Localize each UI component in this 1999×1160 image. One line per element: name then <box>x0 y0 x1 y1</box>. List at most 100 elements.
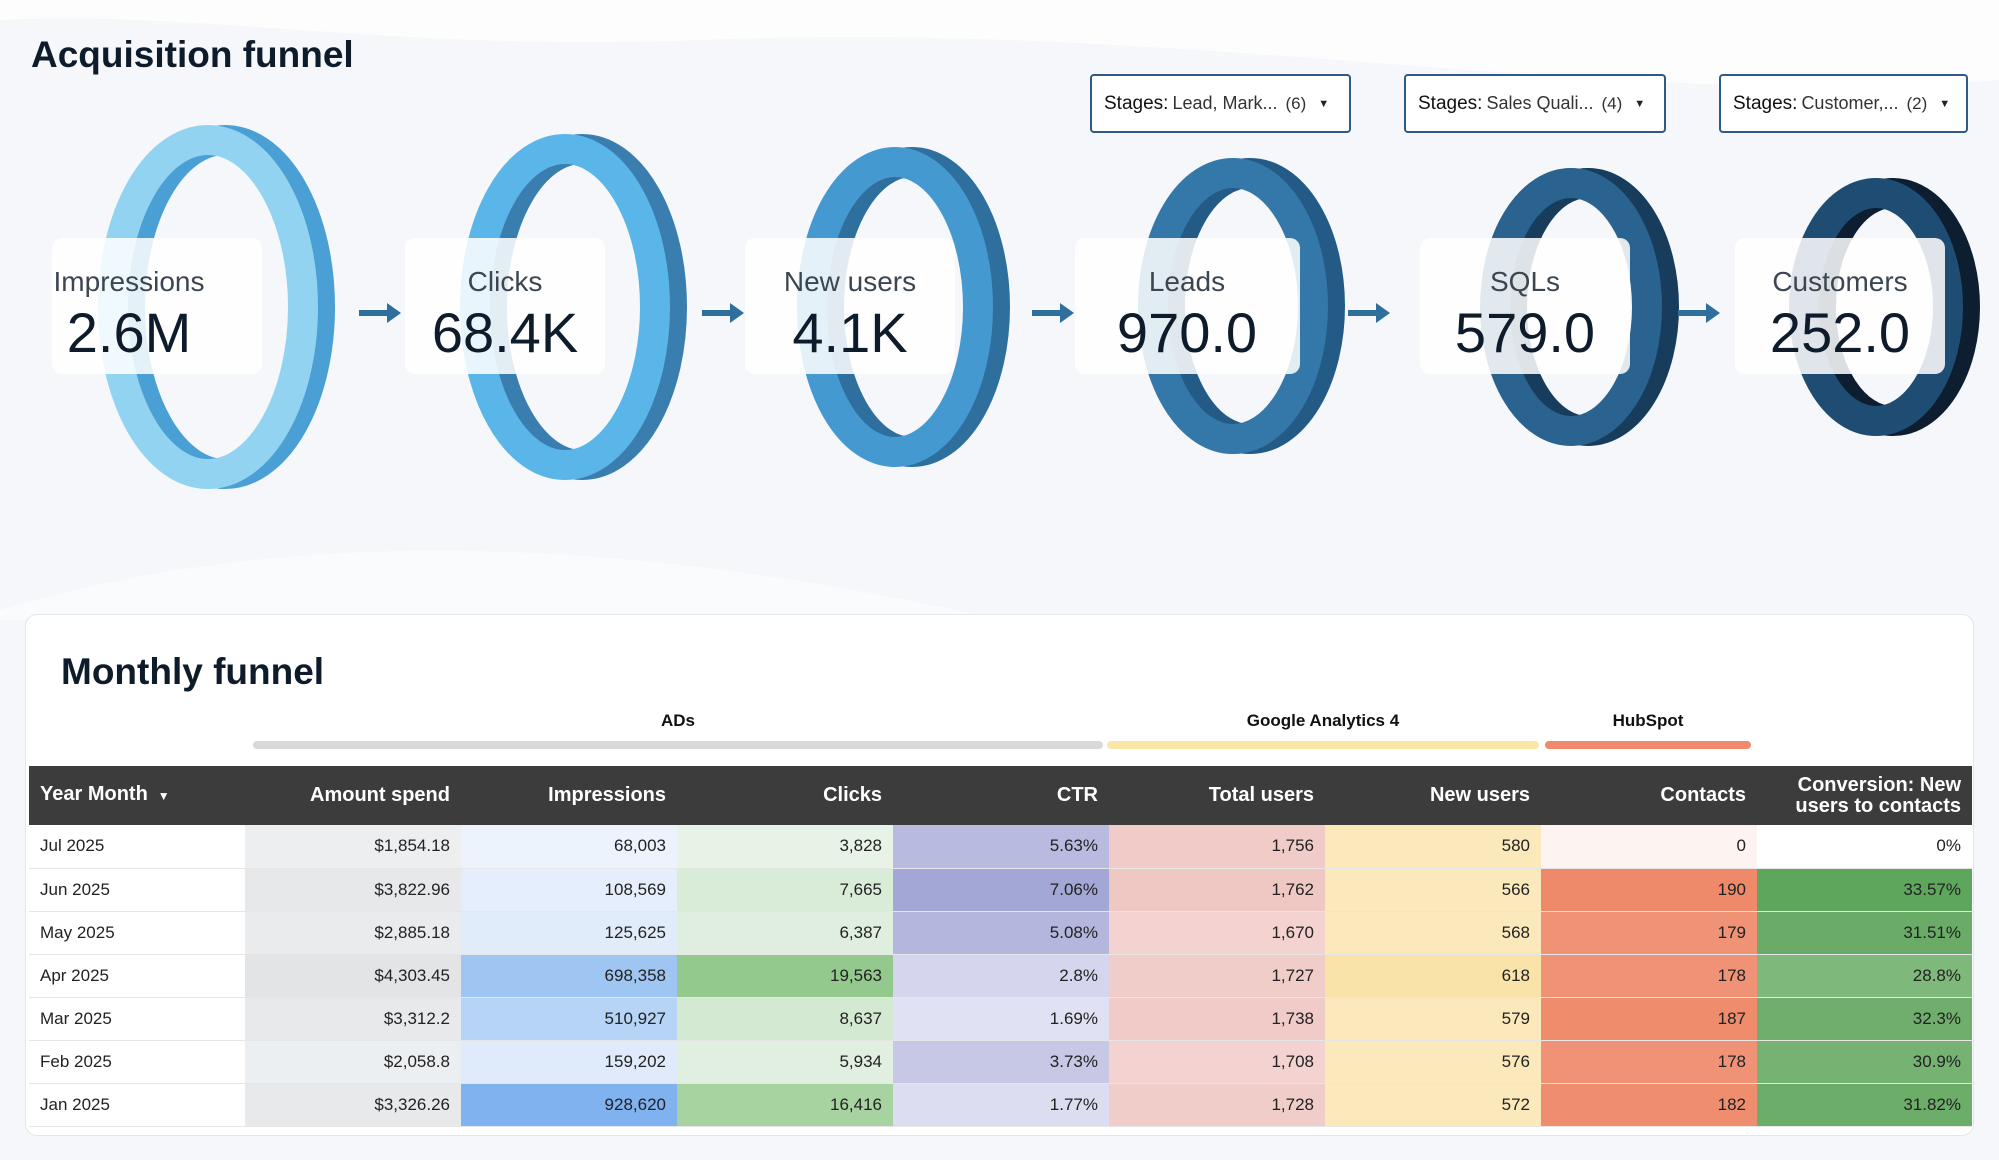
metric-label: Impressions <box>53 266 205 297</box>
filter-label: Stages: <box>1104 92 1169 114</box>
metric-label: Leads <box>1148 266 1226 297</box>
cell-ctr: 5.08% <box>893 911 1109 955</box>
filter-count: (6) <box>1285 93 1307 113</box>
cell-impressions: 928,620 <box>461 1083 677 1127</box>
col-header-ctr[interactable]: CTR <box>893 766 1109 825</box>
table-row: May 2025 $2,885.18 125,625 6,387 5.08% 1… <box>29 911 1972 955</box>
stages-filter-sqls[interactable]: Stages: Sales Quali... (4) ▼ <box>1404 74 1666 133</box>
metric-leads: Leads 970.0 <box>1087 264 1287 364</box>
table-row: Feb 2025 $2,058.8 159,202 5,934 3.73% 1,… <box>29 1040 1972 1084</box>
filter-value: Lead, Mark... <box>1172 93 1278 113</box>
arrow-right-icon <box>702 303 744 323</box>
cell-contacts: 0 <box>1541 825 1757 869</box>
cell-impressions: 159,202 <box>461 1040 677 1084</box>
cell-conversion: 33.57% <box>1757 868 1972 912</box>
cell-contacts: 179 <box>1541 911 1757 955</box>
filter-value: Customer,... <box>1801 93 1899 113</box>
table-row: Apr 2025 $4,303.45 698,358 19,563 2.8% 1… <box>29 954 1972 998</box>
metric-value: 68.4K <box>431 301 579 364</box>
col-header-amount-spend[interactable]: Amount spend <box>245 766 461 825</box>
cell-total-users: 1,670 <box>1109 911 1325 955</box>
cell-impressions: 125,625 <box>461 911 677 955</box>
cell-impressions: 68,003 <box>461 825 677 869</box>
leads-card <box>1075 238 1300 374</box>
page-title: Acquisition funnel <box>31 34 354 75</box>
sort-desc-icon: ▼ <box>157 789 170 803</box>
table-row: Mar 2025 $3,312.2 510,927 8,637 1.69% 1,… <box>29 997 1972 1041</box>
col-header-total-users[interactable]: Total users <box>1109 766 1325 825</box>
filter-label: Stages: <box>1733 92 1798 114</box>
cell-year-month: Jul 2025 <box>29 825 245 869</box>
cell-clicks: 7,665 <box>677 868 893 912</box>
table-header-row: Year Month ▼ Amount spend Impressions Cli… <box>29 766 1972 825</box>
arrow-right-icon <box>1032 303 1074 323</box>
cell-contacts: 178 <box>1541 954 1757 998</box>
col-header-contacts[interactable]: Contacts <box>1541 766 1757 825</box>
cell-year-month: Feb 2025 <box>29 1040 245 1084</box>
cell-conversion: 30.9% <box>1757 1040 1972 1084</box>
customers-card <box>1735 238 1945 374</box>
stages-filter-leads[interactable]: Stages: Lead, Mark... (6) ▼ <box>1090 74 1351 133</box>
metric-clicks: Clicks 68.4K <box>410 264 600 364</box>
cell-impressions: 698,358 <box>461 954 677 998</box>
table-row: Jul 2025 $1,854.18 68,003 3,828 5.63% 1,… <box>29 825 1972 869</box>
cell-ctr: 2.8% <box>893 954 1109 998</box>
cell-ctr: 5.63% <box>893 825 1109 869</box>
metric-customers: Customers 252.0 <box>1735 264 1945 364</box>
filter-label: Stages: <box>1418 92 1483 114</box>
cell-new-users: 566 <box>1325 868 1541 912</box>
filter-count: (2) <box>1906 93 1928 113</box>
cell-total-users: 1,762 <box>1109 868 1325 912</box>
cell-new-users: 618 <box>1325 954 1541 998</box>
cell-amount-spend: $2,885.18 <box>245 911 461 955</box>
cell-amount-spend: $4,303.45 <box>245 954 461 998</box>
cell-new-users: 572 <box>1325 1083 1541 1127</box>
cell-contacts: 187 <box>1541 997 1757 1041</box>
dropdown-caret-icon: ▼ <box>1939 97 1951 110</box>
cell-clicks: 8,637 <box>677 997 893 1041</box>
cell-ctr: 7.06% <box>893 868 1109 912</box>
metric-sqls: SQLs 579.0 <box>1425 264 1625 364</box>
metric-value: 2.6M <box>66 301 192 364</box>
metric-label: Clicks <box>467 266 543 297</box>
metric-value: 252.0 <box>1769 301 1911 364</box>
cell-ctr: 1.69% <box>893 997 1109 1041</box>
arrow-right-icon <box>1348 303 1390 323</box>
col-header-year-month[interactable]: Year Month ▼ <box>29 766 245 825</box>
cell-clicks: 16,416 <box>677 1083 893 1127</box>
col-header-conversion[interactable]: Conversion: New users to contacts <box>1757 766 1972 825</box>
group-bar-hubspot <box>1545 741 1751 749</box>
cell-conversion: 28.8% <box>1757 954 1972 998</box>
col-header-impressions[interactable]: Impressions <box>461 766 677 825</box>
group-bar-ads <box>253 741 1103 749</box>
cell-clicks: 19,563 <box>677 954 893 998</box>
cell-contacts: 190 <box>1541 868 1757 912</box>
cell-new-users: 580 <box>1325 825 1541 869</box>
metric-value: 970.0 <box>1116 301 1258 364</box>
arrow-right-icon <box>359 303 401 323</box>
filter-count: (4) <box>1601 93 1623 113</box>
panel-title: Monthly funnel <box>61 651 325 692</box>
group-header-hubspot: HubSpot <box>1612 711 1684 730</box>
metric-impressions: Impressions 2.6M <box>34 264 224 364</box>
metric-label: New users <box>783 266 917 297</box>
table-row: Jan 2025 $3,326.26 928,620 16,416 1.77% … <box>29 1083 1972 1127</box>
cell-contacts: 178 <box>1541 1040 1757 1084</box>
cell-amount-spend: $3,822.96 <box>245 868 461 912</box>
cell-year-month: May 2025 <box>29 911 245 955</box>
cell-total-users: 1,727 <box>1109 954 1325 998</box>
cell-year-month: Apr 2025 <box>29 954 245 998</box>
cell-new-users: 576 <box>1325 1040 1541 1084</box>
cell-year-month: Mar 2025 <box>29 997 245 1041</box>
stages-filter-customers[interactable]: Stages: Customer,... (2) ▼ <box>1719 74 1968 133</box>
dropdown-caret-icon: ▼ <box>1318 97 1330 110</box>
cell-total-users: 1,756 <box>1109 825 1325 869</box>
table-row: Jun 2025 $3,822.96 108,569 7,665 7.06% 1… <box>29 868 1972 912</box>
new-users-card <box>745 238 955 374</box>
group-header-ga4: Google Analytics 4 <box>1246 711 1400 730</box>
cell-conversion: 31.82% <box>1757 1083 1972 1127</box>
cell-impressions: 108,569 <box>461 868 677 912</box>
col-header-clicks[interactable]: Clicks <box>677 766 893 825</box>
col-header-new-users[interactable]: New users <box>1325 766 1541 825</box>
